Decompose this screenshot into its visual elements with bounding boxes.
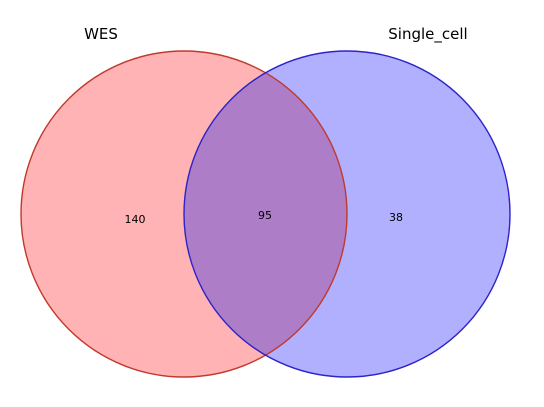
set-label-single-cell: Single_cell xyxy=(388,25,467,44)
count-only-wes: 140 xyxy=(125,213,146,226)
set-label-wes: WES xyxy=(84,25,118,43)
count-only-single-cell: 38 xyxy=(389,211,403,224)
count-intersection: 95 xyxy=(258,209,272,222)
set-outline-single-cell xyxy=(183,50,511,378)
intersection-region xyxy=(184,51,347,377)
set-outline-wes xyxy=(20,50,348,378)
